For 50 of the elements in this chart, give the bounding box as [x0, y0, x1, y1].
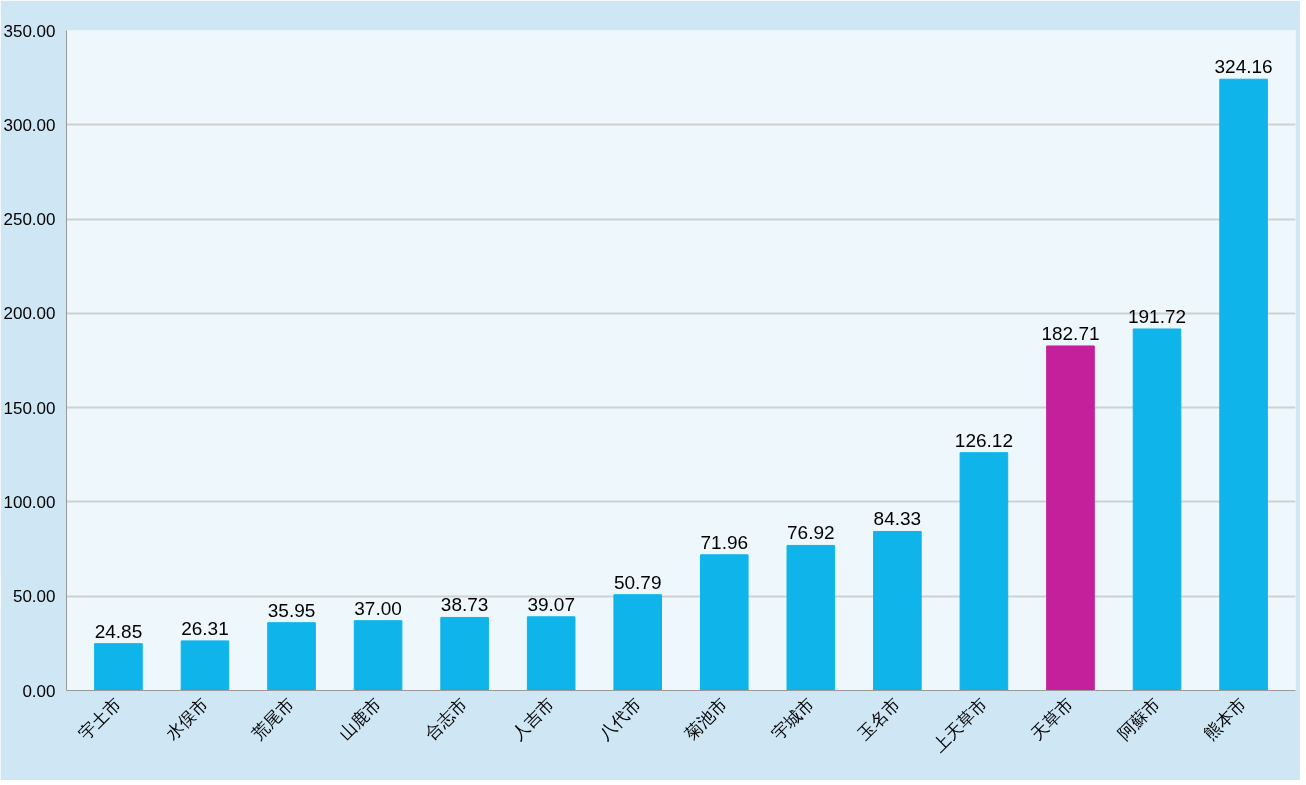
bar — [180, 640, 230, 691]
data-label: 126.12 — [954, 429, 1013, 451]
bar — [1219, 78, 1268, 691]
x-tick-label: 上天草市 — [929, 694, 991, 757]
data-label: 24.85 — [94, 620, 143, 642]
bar — [786, 544, 836, 691]
x-tick-label: 荒尾市 — [248, 694, 299, 745]
x-tick-label: 阿蘇市 — [1114, 694, 1164, 745]
x-tick-label: 宇城市 — [768, 694, 818, 745]
data-label: 71.96 — [700, 531, 749, 553]
data-label: 26.31 — [181, 617, 229, 639]
bar — [267, 622, 316, 691]
x-tick-label: 玉名市 — [854, 694, 905, 745]
data-label: 76.92 — [787, 522, 835, 544]
data-label: 50.79 — [613, 571, 662, 593]
data-label: 39.07 — [527, 593, 575, 615]
data-label: 38.73 — [440, 594, 489, 616]
x-tick-label: 人吉市 — [508, 694, 558, 745]
y-tick-label: 300.00 — [3, 115, 56, 135]
bar — [440, 616, 489, 691]
bar — [699, 554, 749, 691]
bar — [1132, 328, 1182, 691]
data-label: 84.33 — [873, 508, 922, 530]
bar — [353, 620, 403, 691]
y-tick-label: 250.00 — [3, 210, 56, 230]
y-tick-label: 350.00 — [3, 21, 56, 41]
bar — [873, 530, 922, 691]
y-tick-label: 100.00 — [3, 492, 56, 512]
bar — [1046, 345, 1095, 691]
bar — [526, 616, 576, 691]
x-tick-label: 水俣市 — [162, 694, 212, 745]
y-tick-label: 0.00 — [22, 681, 56, 701]
y-tick-label: 50.00 — [12, 587, 56, 607]
data-label: 37.00 — [354, 597, 402, 619]
x-tick-label: 熊本市 — [1200, 694, 1251, 745]
bar — [94, 643, 143, 691]
x-tick-label: 天草市 — [1027, 694, 1078, 745]
x-tick-label: 山鹿市 — [335, 694, 385, 745]
y-tick-label: 200.00 — [3, 304, 56, 324]
x-tick-label: 八代市 — [594, 694, 645, 745]
data-label: 35.95 — [267, 599, 316, 621]
data-label: 324.16 — [1214, 56, 1273, 78]
data-label: 191.72 — [1127, 305, 1187, 327]
bar — [613, 594, 663, 691]
bar — [959, 452, 1009, 691]
x-tick-label: 宇土市 — [75, 694, 126, 745]
y-tick-label: 150.00 — [3, 398, 56, 418]
data-label: 182.71 — [1041, 322, 1100, 344]
x-tick-label: 菊池市 — [681, 694, 731, 745]
x-tick-label: 合志市 — [421, 694, 472, 745]
